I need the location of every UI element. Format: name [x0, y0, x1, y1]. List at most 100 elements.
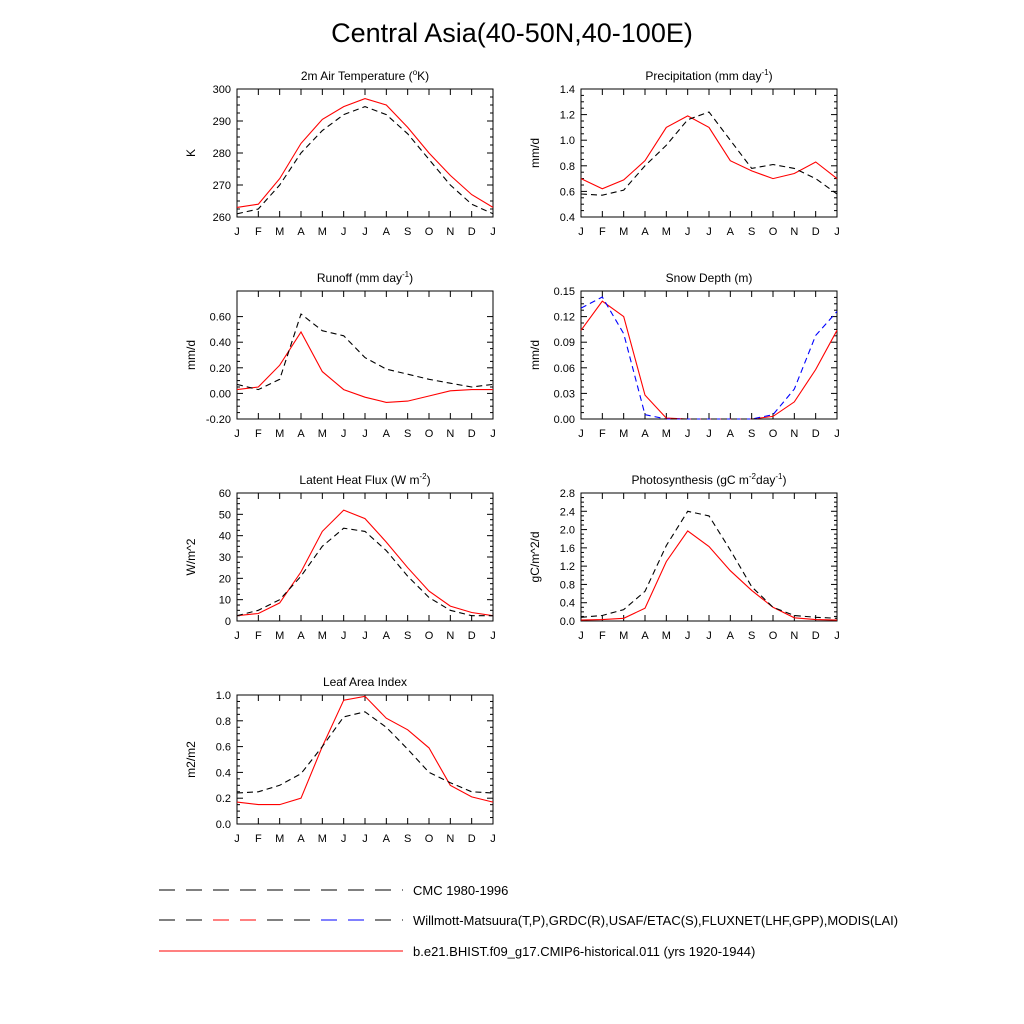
panel-2: Precipitation (mm day-1)J F M A M J J A S O N D J0.4… [528, 68, 840, 238]
x-tick-label: J [490, 226, 496, 238]
y-tick-label: 0.4 [560, 598, 575, 610]
y-tick-label: 1.4 [560, 84, 575, 96]
series-line-obs-2 [236, 106, 494, 215]
x-tick-label: J [490, 630, 496, 642]
y-axis-label: mm/d [528, 340, 542, 370]
y-axis-label: mm/d [184, 340, 198, 370]
y-tick-label: 0.4 [560, 212, 575, 224]
x-tick-label: O [769, 428, 778, 440]
x-tick-label: A [383, 630, 391, 642]
x-tick-label: F [255, 226, 262, 238]
x-tick-label: O [769, 630, 778, 642]
x-tick-label: J [362, 226, 368, 238]
y-tick-label: 0.0 [560, 616, 575, 628]
x-tick-label: M [318, 226, 327, 238]
x-tick-label: S [748, 630, 755, 642]
series-line-obs-2 [580, 296, 838, 420]
legend: CMC 1980-1996 Willmott-Matsuura(T,P),GRDC… [159, 883, 898, 959]
x-tick-label: M [662, 226, 671, 238]
x-tick-label: J [834, 428, 840, 440]
x-tick-label: D [468, 833, 476, 845]
panel-title: Latent Heat Flux (W m-2) [299, 472, 430, 487]
x-tick-label: S [748, 428, 755, 440]
x-tick-label: M [619, 226, 628, 238]
x-tick-label: D [468, 428, 476, 440]
x-tick-label: N [446, 428, 454, 440]
legend-label: CMC 1980-1996 [413, 883, 508, 898]
y-tick-label: 0.12 [554, 312, 575, 324]
x-tick-label: J [834, 226, 840, 238]
x-tick-label: M [619, 428, 628, 440]
x-tick-label: A [297, 630, 305, 642]
x-tick-label: N [790, 226, 798, 238]
plot-frame [580, 492, 838, 622]
x-tick-label: M [275, 833, 284, 845]
x-tick-label: N [790, 630, 798, 642]
y-tick-label: 20 [219, 573, 231, 585]
x-tick-label: F [599, 226, 606, 238]
x-tick-label: F [599, 428, 606, 440]
x-tick-label: F [599, 630, 606, 642]
y-tick-label: 290 [213, 116, 231, 128]
x-tick-label: J [341, 833, 347, 845]
x-tick-label: A [383, 226, 391, 238]
panel-title: Snow Depth (m) [666, 271, 753, 285]
x-tick-label: J [362, 630, 368, 642]
x-tick-label: J [341, 428, 347, 440]
series-line-model-1 [236, 98, 494, 208]
x-tick-label: J [362, 833, 368, 845]
x-tick-label: S [404, 833, 411, 845]
x-tick-label: M [662, 428, 671, 440]
x-tick-label: J [234, 630, 240, 642]
series-line-obs-2 [236, 313, 494, 391]
panel-6: Photosynthesis (gC m-2day-1) J F M A M J J A S O N D… [528, 472, 840, 642]
x-tick-label: A [383, 833, 391, 845]
x-tick-label: J [685, 630, 691, 642]
y-tick-label: 2.0 [560, 525, 575, 537]
y-axis-label: mm/d [528, 138, 542, 168]
y-tick-label: 280 [213, 148, 231, 160]
x-tick-label: O [425, 630, 434, 642]
x-tick-label: M [318, 428, 327, 440]
x-tick-label: A [727, 630, 735, 642]
x-tick-label: A [297, 833, 305, 845]
x-tick-label: J [490, 833, 496, 845]
x-tick-label: J [578, 428, 584, 440]
y-tick-label: 2.8 [560, 488, 575, 500]
y-tick-label: 0.8 [216, 716, 231, 728]
series-line-model-1 [580, 300, 838, 420]
x-tick-label: J [234, 428, 240, 440]
series-line-obs-2 [236, 711, 494, 794]
x-tick-label: A [641, 630, 649, 642]
x-tick-label: N [446, 226, 454, 238]
y-tick-label: 60 [219, 488, 231, 500]
y-tick-label: 0.4 [216, 767, 231, 779]
x-tick-label: M [318, 833, 327, 845]
x-tick-label: J [341, 226, 347, 238]
x-tick-label: N [446, 630, 454, 642]
x-tick-label: M [275, 226, 284, 238]
x-tick-label: S [404, 630, 411, 642]
y-tick-label: 1.0 [216, 690, 231, 702]
x-tick-label: J [341, 630, 347, 642]
x-tick-label: J [706, 428, 712, 440]
x-tick-label: O [425, 428, 434, 440]
legend-label: Willmott-Matsuura(T,P),GRDC(R),USAF/ETAC… [413, 913, 898, 928]
x-tick-label: F [255, 428, 262, 440]
y-tick-label: 30 [219, 552, 231, 564]
series-line-obs-2 [236, 527, 493, 617]
y-tick-label: 0.06 [554, 363, 575, 375]
panel-title: 2m Air Temperature (oK) [301, 68, 429, 83]
series-line-model-1 [580, 530, 838, 621]
x-tick-label: A [641, 226, 649, 238]
y-tick-label: 0.09 [554, 337, 575, 349]
y-tick-label: 0.20 [210, 363, 231, 375]
y-tick-label: 0.15 [554, 286, 575, 298]
y-tick-label: 1.0 [560, 135, 575, 147]
panel-1: 2m Air Temperature (oK)J F M A M J J A S O N D J2602… [184, 68, 496, 238]
y-tick-label: 0.60 [210, 312, 231, 324]
x-tick-label: J [685, 428, 691, 440]
x-tick-label: J [234, 226, 240, 238]
